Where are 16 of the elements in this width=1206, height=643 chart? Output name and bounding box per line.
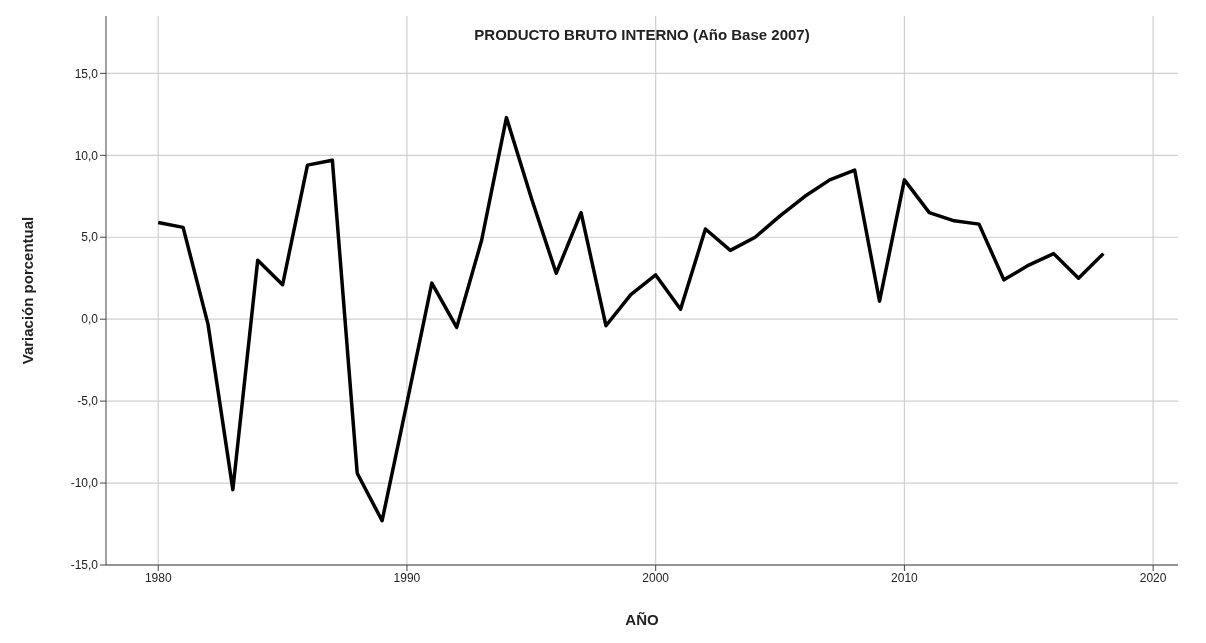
- x-tick-label: 2010: [891, 570, 919, 585]
- y-tick-label: 10,0: [74, 148, 99, 163]
- x-axis-title: AÑO: [625, 611, 659, 628]
- y-tick-label: 15,0: [74, 66, 99, 81]
- y-tick-label: -10,0: [70, 476, 99, 491]
- x-tick-label: 1980: [144, 570, 172, 585]
- x-tick-label: 2000: [642, 570, 670, 585]
- y-tick-label: -5,0: [77, 394, 99, 409]
- y-tick-label: 0,0: [81, 312, 99, 327]
- x-tick-label: 2020: [1139, 570, 1167, 585]
- x-tick-label: 1990: [393, 570, 421, 585]
- y-axis-title: Variación porcentual: [19, 216, 37, 365]
- y-tick-label: 5,0: [81, 230, 99, 245]
- text: PRODUCTO BRUTO INTERNO (Año Base 2007): [473, 26, 811, 43]
- line-series: [156, 115, 1106, 523]
- y-tick-label: -15,0: [70, 558, 99, 573]
